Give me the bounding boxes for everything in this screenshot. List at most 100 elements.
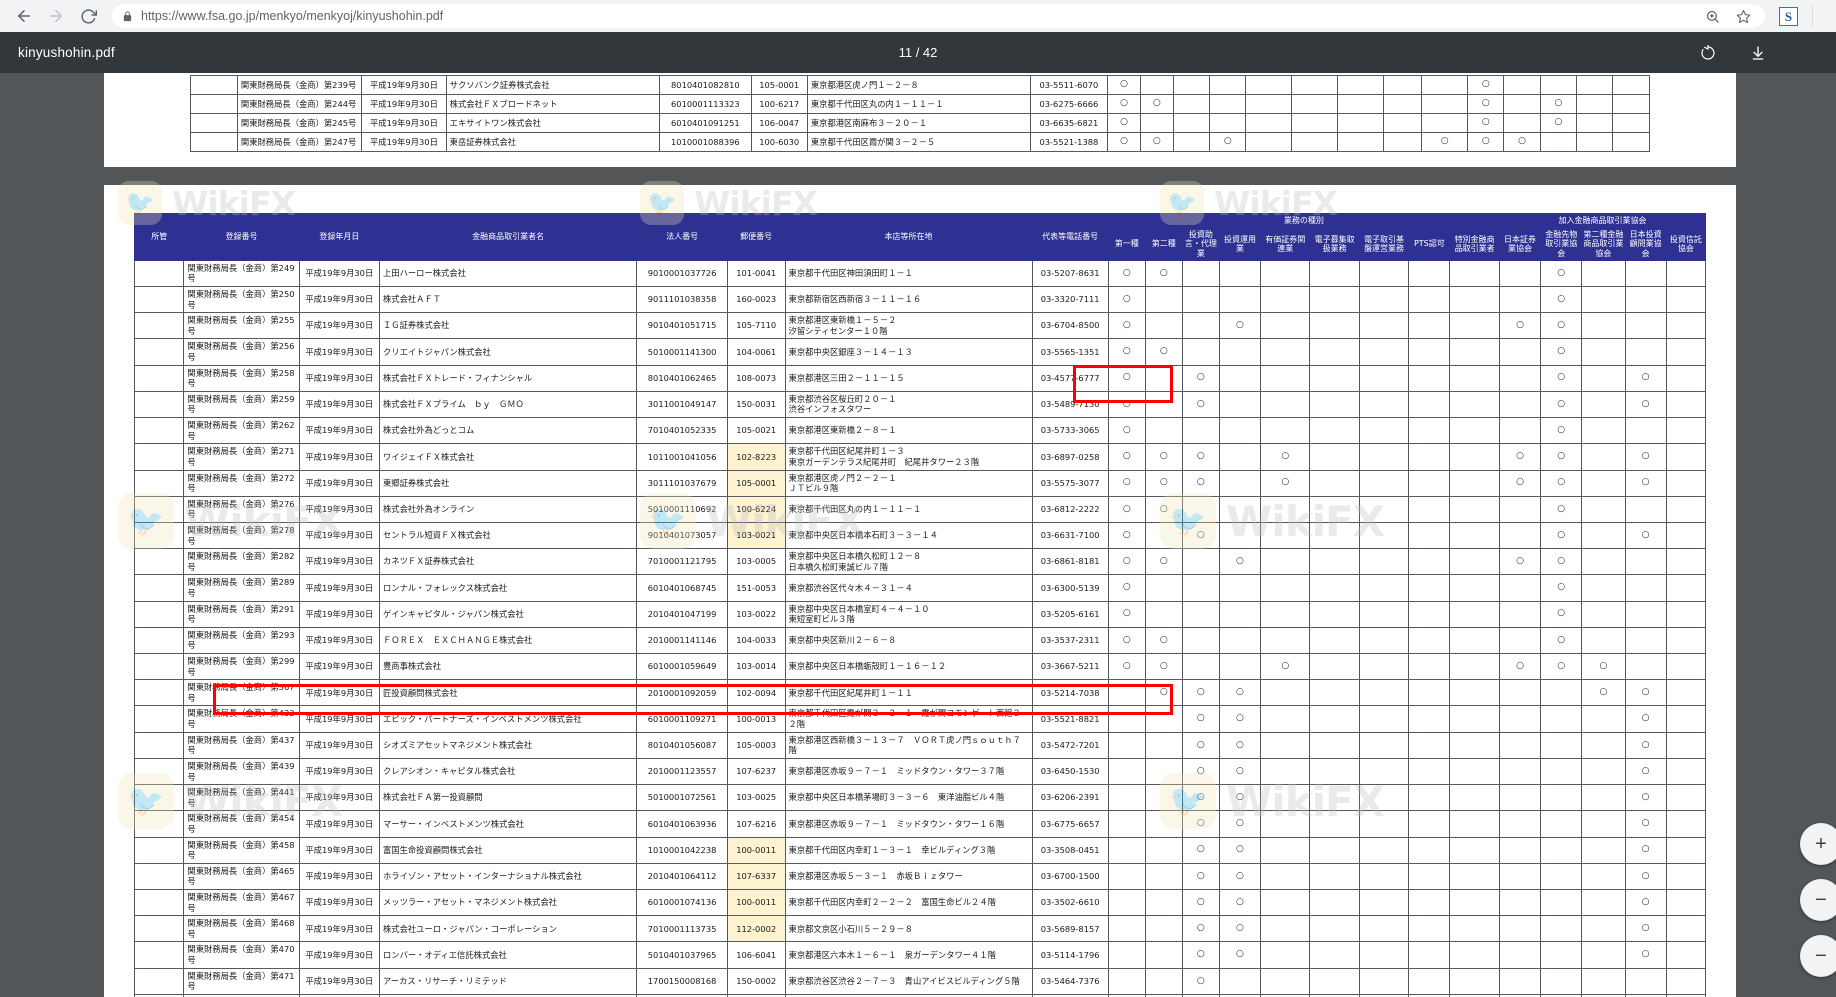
table-row[interactable]: 関東財務局長（金商）第293号 平成19年9月30日 ＦＯＲＥＸ ＥＸＣＨＡＮＧＥ株… <box>133 626 1707 655</box>
table-row[interactable]: 関東財務局長（金商）第276号 平成19年9月30日 株式会社外為オンライン 5010… <box>133 495 1707 523</box>
table-row[interactable]: 関東財務局長（金商）第467号 平成19年9月30日 メッツラー・アセット・マネジメ… <box>133 888 1707 917</box>
cell-mark-8 <box>1449 915 1500 943</box>
cell-company-name: ロンバー・オディエ信託株式会社 <box>378 941 638 969</box>
table-row[interactable]: 関東財務局長（金商）第432号 平成19年9月30日 エピック・パートナーズ・インベ… <box>133 705 1707 733</box>
cell-mark-3: ○ <box>1218 548 1262 576</box>
table-row[interactable]: 関東財務局長（金商）第437号 平成19年9月30日 シオズミアセットマネジメント株… <box>133 731 1707 759</box>
table-row[interactable]: 関東財務局長（金商）第291号 平成19年9月30日 ゲインキャピタル・ジャパン株式… <box>133 600 1707 628</box>
cell-company-name: ホライゾン・アセット・インターナショナル株式会社 <box>378 862 638 891</box>
zoom-controls[interactable]: + − − <box>1800 823 1836 977</box>
table-row[interactable]: 関東財務局長（金商）第470号 平成19年9月30日 ロンバー・オディエ信託株式会社… <box>133 941 1707 969</box>
cell-mark-5 <box>1309 810 1360 838</box>
table-row[interactable]: 関東財務局長（金商）第245号 平成19年9月30日 エキサイトワン株式会社 6010… <box>190 113 1650 133</box>
cell-mark-5 <box>1309 836 1360 864</box>
cell-mark-5 <box>1309 521 1360 550</box>
table-row[interactable]: 関東財務局長（金商）第471号 平成19年9月30日 アーカス・リサーチ・リミテッド… <box>133 967 1707 995</box>
table-row[interactable]: 関東財務局長（金商）第441号 平成19年9月30日 株式会社ＦＡ第一投資顧問 501… <box>133 784 1707 812</box>
cell-mark-8 <box>1449 784 1500 812</box>
table-row[interactable]: 関東財務局長（金商）第247号 平成19年9月30日 東岳証券株式会社 1010001… <box>190 132 1650 152</box>
cell-mark-1 <box>1144 574 1183 602</box>
cell-company-name: ＦＯＲＥＸ ＥＸＣＨＡＮＧＥ株式会社 <box>378 626 638 655</box>
table-row[interactable]: 関東財務局長（金商）第249号 平成19年9月30日 上田ハーロー株式会社 90100… <box>133 259 1707 287</box>
star-icon[interactable] <box>1736 9 1751 24</box>
cell-company-name: 東郷証券株式会社 <box>378 469 638 497</box>
cell-mark-1 <box>1144 521 1183 550</box>
cell-registration-date: 平成19年9月30日 <box>298 600 380 628</box>
cell-mark-2 <box>1181 653 1220 681</box>
address-bar[interactable]: https://www.fsa.go.jp/menkyo/menkyoj/kin… <box>112 4 1765 28</box>
table-row[interactable]: 関東財務局長（金商）第262号 平成19年9月30日 株式会社外為どっとコム 7010… <box>133 417 1707 445</box>
table-row[interactable]: 関東財務局長（金商）第439号 平成19年9月30日 クレアシオン・キャピタル株式会… <box>133 757 1707 786</box>
table-row[interactable]: 関東財務局長（金商）第465号 平成19年9月30日 ホライゾン・アセット・インター… <box>133 862 1707 891</box>
cell-mark-12: ○ <box>1624 679 1667 707</box>
table-row[interactable]: 関東財務局長（金商）第278号 平成19年9月30日 セントラル短資ＦＸ株式会社 90… <box>133 521 1707 550</box>
cell-corporate-number: 8010401056087 <box>636 731 728 759</box>
cell-mark-3 <box>1218 967 1262 995</box>
cell-mark-0: ○ <box>1107 574 1146 602</box>
table-row[interactable]: 関東財務局長（金商）第255号 平成19年9月30日 ＩＧ証券株式会社 9010401… <box>133 312 1707 340</box>
table-row[interactable]: 関東財務局長（金商）第282号 平成19年9月30日 カネツＦＸ証券株式会社 7010… <box>133 548 1707 576</box>
cell-mark-11 <box>1581 836 1626 864</box>
cell-postal-code: 104-0061 <box>726 338 786 366</box>
cell-mark-12 <box>1624 312 1667 340</box>
table-row[interactable]: 関東財務局長（金商）第272号 平成19年9月30日 東郷証券株式会社 3011101… <box>133 469 1707 497</box>
zoom-in-icon[interactable] <box>1705 9 1720 24</box>
table-row[interactable]: 関東財務局長（金商）第367号 平成19年9月30日 匠投資顧問株式会社 201000… <box>133 679 1707 707</box>
cell-mark-6 <box>1358 574 1410 602</box>
forward-arrow-icon[interactable] <box>42 2 70 30</box>
zoom-in-button[interactable]: + <box>1800 823 1836 865</box>
cell-mark-8 <box>1449 679 1500 707</box>
cell-postal-code: 103-0022 <box>726 600 786 628</box>
cell-mark-2: ○ <box>1181 915 1220 943</box>
cell-phone: 03-5689-8157 <box>1031 915 1109 943</box>
cell-mark-5 <box>1309 784 1360 812</box>
table-row[interactable]: 関東財務局長（金商）第258号 平成19年9月30日 株式会社ＦＸトレード・フィナン… <box>133 364 1707 392</box>
cell-mark-9: ○ <box>1498 548 1542 576</box>
pdf-viewer-body[interactable]: 関東財務局長（金商）第239号 平成19年9月30日 サクソバンク証券株式会社 801… <box>0 73 1836 997</box>
cell-mark-8 <box>1449 443 1500 471</box>
back-arrow-icon[interactable] <box>10 2 38 30</box>
cell-postal-code: 105-0003 <box>726 731 786 759</box>
cell-mark-13 <box>1665 548 1707 576</box>
fit-page-button[interactable]: − <box>1800 935 1836 977</box>
cell-mark-12: ○ <box>1624 521 1667 550</box>
cell-mark-4 <box>1260 574 1311 602</box>
col-phone: 代表等電話番号 <box>1031 213 1109 261</box>
rotate-icon[interactable] <box>1698 43 1718 63</box>
cell-mark-0: ○ <box>1107 338 1146 366</box>
cell-mark-11 <box>1581 705 1626 733</box>
table-row[interactable]: 関東財務局長（金商）第454号 平成19年9月30日 マーサー・インベストメンツ株式… <box>133 810 1707 838</box>
cell-phone: 03-6897-0258 <box>1031 443 1109 471</box>
cell-mark-13 <box>1665 784 1707 812</box>
table-row[interactable]: 関東財務局長（金商）第299号 平成19年9月30日 豊商事株式会社 60100010… <box>133 653 1707 681</box>
extension-icon[interactable]: S <box>1779 6 1798 26</box>
cell-mark-7 <box>1408 390 1451 419</box>
table-row[interactable]: 関東財務局長（金商）第458号 平成19年9月30日 富国生命投資顧問株式会社 101… <box>133 836 1707 864</box>
cell-mark-0: ○ <box>1107 417 1146 445</box>
table-row[interactable]: 関東財務局長（金商）第271号 平成19年9月30日 ワイジェイＦＸ株式会社 1011… <box>133 443 1707 471</box>
cell-mark-11 <box>1581 810 1626 838</box>
table-row[interactable]: 関東財務局長（金商）第289号 平成19年9月30日 ロンナル・フォレックス株式会社… <box>133 574 1707 602</box>
cell-address: 東京都千代田区内幸町１－３－１ 幸ビルディング３階 <box>784 836 1033 864</box>
cell-mark-13 <box>1612 94 1650 114</box>
cell-registration-date: 平成19年9月30日 <box>298 836 380 864</box>
cell-mark-10 <box>1503 113 1541 133</box>
table-row[interactable]: 関東財務局長（金商）第244号 平成19年9月30日 株式会社ＦＸブロードネット 60… <box>190 94 1650 114</box>
cell-mark-6 <box>1358 653 1410 681</box>
cell-mark-10: ○ <box>1540 285 1583 314</box>
download-icon[interactable] <box>1748 43 1768 63</box>
reload-icon[interactable] <box>74 2 102 30</box>
cell-mark-11 <box>1581 495 1626 523</box>
cell-mark-11 <box>1581 417 1626 445</box>
table-row[interactable]: 関東財務局長（金商）第468号 平成19年9月30日 株式会社ユーロ・ジャパン・コー… <box>133 915 1707 943</box>
cell-mark-13 <box>1665 626 1707 655</box>
cell-address: 東京都港区三田２－１１－１５ <box>784 364 1033 392</box>
zoom-out-button[interactable]: − <box>1800 879 1836 921</box>
table-row[interactable]: 関東財務局長（金商）第259号 平成19年9月30日 株式会社ＦＸプライム ｂｙ Ｇ… <box>133 390 1707 419</box>
table-row[interactable]: 関東財務局長（金商）第256号 平成19年9月30日 クリエイトジャパン株式会社 50… <box>133 338 1707 366</box>
cell-mark-6 <box>1358 521 1410 550</box>
cell-shokan <box>133 521 185 550</box>
table-row[interactable]: 関東財務局長（金商）第239号 平成19年9月30日 サクソバンク証券株式会社 801… <box>190 75 1650 95</box>
cell-shokan <box>133 862 185 891</box>
table-row[interactable]: 関東財務局長（金商）第250号 平成19年9月30日 株式会社ＡＦＴ 90111010… <box>133 285 1707 314</box>
